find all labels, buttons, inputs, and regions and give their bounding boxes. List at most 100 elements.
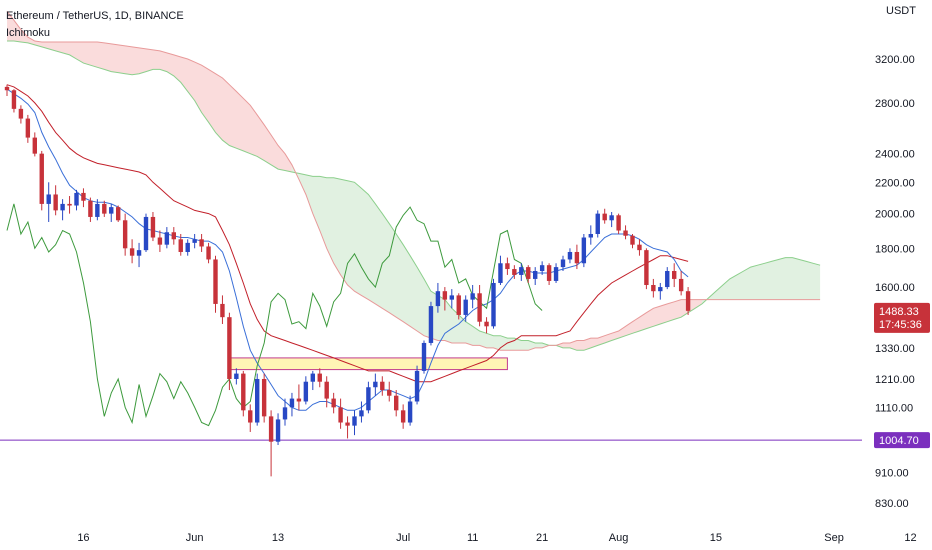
conversion-line: [6, 88, 689, 411]
candle: [380, 376, 385, 396]
candle: [644, 248, 649, 290]
candle: [150, 211, 156, 242]
candle: [81, 188, 86, 208]
candle: [602, 208, 607, 224]
candle: [192, 233, 197, 249]
candle: [241, 370, 246, 417]
ichimoku-cloud: [6, 10, 821, 351]
candle: [623, 225, 628, 240]
candle: [46, 182, 51, 222]
candle: [505, 257, 510, 275]
candle: [53, 185, 58, 216]
candle: [60, 199, 65, 221]
candle: [526, 265, 531, 283]
candle: [407, 395, 413, 426]
price-tick-label: 2800.00: [875, 98, 915, 110]
candle: [206, 242, 211, 264]
candle: [345, 416, 350, 439]
candle: [39, 150, 44, 211]
candle: [164, 227, 170, 249]
candle: [199, 233, 204, 252]
candle: [630, 233, 635, 249]
time-axis[interactable]: 16Jun13Jul1121Aug15Sep12Oct: [77, 532, 932, 544]
candle: [595, 210, 600, 238]
price-tick-label: 2000.00: [875, 209, 915, 221]
candle: [185, 239, 190, 256]
price-tick-label: 2400.00: [875, 149, 915, 161]
price-tick-label: 830.00: [875, 498, 909, 510]
time-tick-label: 13: [272, 532, 284, 544]
candle: [255, 373, 260, 426]
candle: [449, 289, 454, 309]
candle: [400, 404, 406, 429]
candle: [553, 263, 559, 283]
cloud-bullish-segment: [291, 164, 557, 351]
price-axis-unit: USDT: [886, 5, 916, 17]
candlesticks: [4, 84, 691, 477]
candle: [421, 340, 427, 374]
candle: [88, 197, 93, 222]
candle: [560, 255, 566, 272]
candle: [338, 398, 343, 429]
candle: [373, 373, 378, 396]
time-tick-label: 21: [536, 532, 548, 544]
candle: [442, 287, 448, 311]
indicator-label: Ichimoku: [6, 27, 51, 39]
candle: [289, 392, 295, 417]
candle: [157, 230, 163, 252]
price-tick-label: 1600.00: [875, 282, 915, 294]
candle: [484, 317, 489, 334]
candle: [546, 263, 552, 286]
candle: [317, 368, 322, 388]
candle: [519, 263, 524, 281]
support-price-label: 1004.70: [879, 435, 919, 447]
candle: [672, 263, 677, 288]
candle: [331, 392, 336, 414]
price-axis[interactable]: USDT 3200.00 2800.00 2400.00 2200.00 2000.00 1…: [875, 5, 916, 510]
lagging-span: [6, 203, 543, 427]
candle: [387, 381, 392, 402]
candle: [213, 255, 218, 313]
candle: [261, 373, 267, 423]
price-tick-label: 2200.00: [875, 177, 915, 189]
candle: [296, 384, 302, 411]
candle: [11, 89, 17, 113]
candle: [651, 278, 656, 298]
candle: [539, 261, 545, 275]
candle: [366, 381, 371, 414]
candle: [435, 282, 441, 313]
candle: [658, 282, 663, 300]
candle: [178, 233, 183, 256]
candle: [136, 242, 142, 268]
time-tick-label: Jun: [186, 532, 204, 544]
candle: [324, 376, 329, 408]
candle: [616, 213, 621, 234]
candle: [220, 295, 225, 325]
candle: [456, 293, 461, 320]
candle: [122, 213, 128, 256]
time-tick-label: 16: [77, 532, 89, 544]
candle: [414, 365, 420, 405]
candle: [637, 239, 642, 256]
candle: [25, 114, 31, 143]
chart-title: Ethereum / TetherUS, 1D, BINANCE: [6, 10, 184, 22]
candle: [567, 248, 573, 264]
candle: [18, 105, 24, 124]
candle: [32, 132, 37, 157]
candle: [234, 368, 239, 385]
candle: [352, 410, 357, 436]
cloud-bearish-segment: [7, 11, 292, 173]
leading-span-a: [7, 40, 821, 351]
base-line: [6, 84, 689, 383]
price-tick-label: 1330.00: [875, 343, 915, 355]
last-price-label: 1488.33: [879, 306, 919, 318]
candle: [470, 285, 475, 309]
candle: [581, 233, 587, 268]
cloud-bullish-segment: [702, 257, 821, 304]
candle: [678, 271, 684, 296]
candle: [109, 203, 114, 222]
countdown-label: 17:45:36: [879, 319, 922, 331]
candle: [533, 267, 538, 286]
